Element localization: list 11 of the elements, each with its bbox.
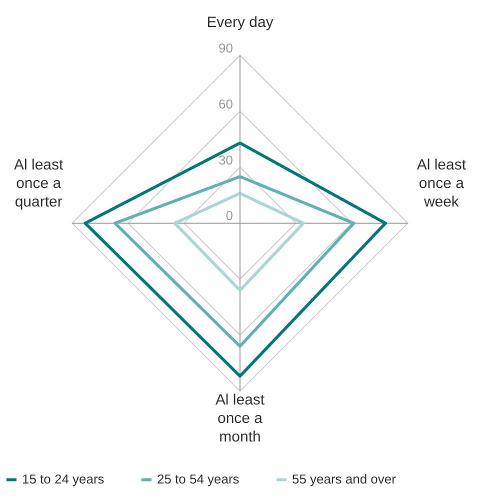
spoke-label: Al least once a month: [215, 391, 266, 446]
y-tick-label: 60: [218, 96, 233, 112]
spoke-label: Al least once a week: [416, 156, 467, 210]
y-tick-label: 30: [218, 152, 233, 168]
legend-label: 55 years and over: [292, 472, 397, 487]
spoke-label: Every day: [206, 14, 274, 31]
y-tick-label: 90: [218, 40, 233, 56]
y-tick-label: 0: [226, 208, 233, 224]
legend-label: 25 to 54 years: [157, 472, 240, 487]
legend-label: 15 to 24 years: [22, 472, 105, 487]
spoke-label: Al least once a quarter: [14, 156, 64, 210]
